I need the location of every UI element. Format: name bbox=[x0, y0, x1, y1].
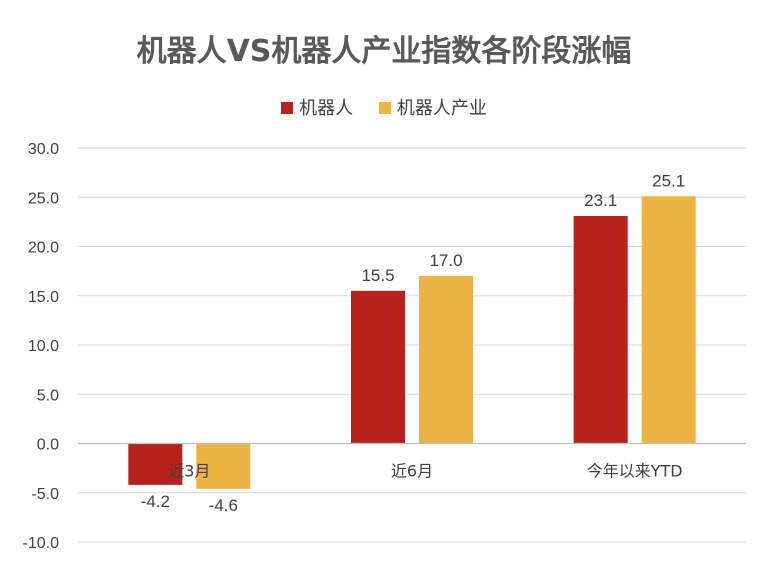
data-label: -4.6 bbox=[209, 496, 238, 515]
data-label: -4.2 bbox=[141, 492, 170, 511]
y-tick-label: 5.0 bbox=[37, 387, 59, 404]
y-tick-label: 0.0 bbox=[37, 437, 59, 454]
y-tick-label: 20.0 bbox=[28, 240, 59, 257]
legend-item-robot-industry: 机器人产业 bbox=[378, 94, 487, 120]
data-label: 15.5 bbox=[361, 266, 394, 285]
data-label: 23.1 bbox=[584, 191, 617, 210]
data-label: 17.0 bbox=[429, 251, 462, 270]
chart-title: 机器人VS机器人产业指数各阶段涨幅 bbox=[136, 34, 632, 69]
bar-robot bbox=[351, 290, 405, 444]
x-category-label: 近6月 bbox=[391, 462, 433, 481]
bar-robot-industry bbox=[419, 276, 473, 444]
legend-swatch-robot bbox=[281, 102, 294, 114]
legend-swatch-robot-industry bbox=[378, 102, 391, 114]
y-tick-label: -10.0 bbox=[23, 535, 60, 552]
bar-robot-industry bbox=[196, 443, 251, 489]
y-tick-label: -5.0 bbox=[31, 486, 59, 503]
data-label: 25.1 bbox=[652, 171, 685, 190]
y-tick-label: 25.0 bbox=[28, 190, 59, 207]
legend: 机器人 机器人产业 bbox=[0, 94, 768, 120]
x-category-label: 近3月 bbox=[168, 462, 210, 481]
bar-robot bbox=[128, 443, 183, 485]
y-tick-label: 30.0 bbox=[28, 141, 59, 158]
legend-label-robot-industry: 机器人产业 bbox=[396, 98, 487, 119]
bar-robot bbox=[573, 215, 628, 444]
y-tick-label: 10.0 bbox=[28, 338, 59, 355]
legend-item-robot: 机器人 bbox=[281, 94, 353, 120]
x-category-label: 今年以来YTD bbox=[587, 462, 683, 481]
bar-robot-industry bbox=[641, 196, 696, 444]
legend-label-robot: 机器人 bbox=[299, 98, 354, 119]
y-tick-label: 15.0 bbox=[28, 289, 59, 306]
